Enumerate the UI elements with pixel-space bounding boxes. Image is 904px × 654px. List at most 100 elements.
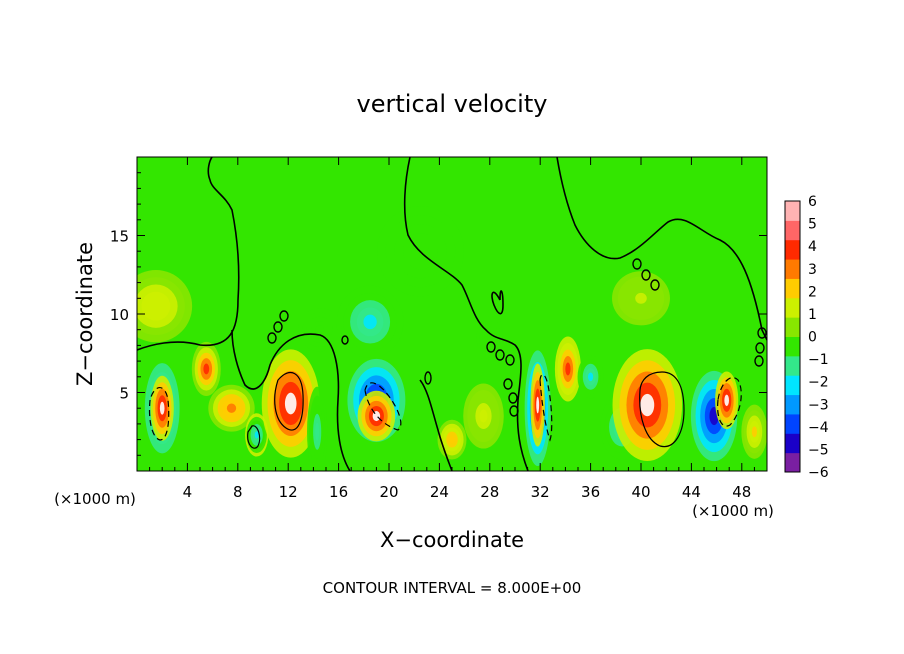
- colorbar-swatch: [785, 239, 800, 260]
- contour-loop: [632, 258, 642, 270]
- zero-contour-lower-center: [419, 379, 453, 471]
- y-tick-label: 5: [119, 385, 129, 403]
- colorbar-tick-label: 5: [808, 217, 817, 233]
- colorbar-tick-label: 0: [808, 330, 817, 346]
- y-axis-label: Z−coordinate: [73, 242, 97, 386]
- colorbar-swatch: [785, 355, 800, 376]
- colorbar-tick-label: 2: [808, 284, 817, 300]
- velocity-cell: [208, 384, 255, 432]
- velocity-cell-layer: [587, 372, 594, 382]
- contour-loop: [650, 279, 660, 291]
- x-unit-label-right: (×1000 m): [692, 502, 774, 520]
- contour-loop: [757, 327, 767, 339]
- contour-loop: [641, 269, 651, 281]
- velocity-cell: [307, 386, 328, 471]
- velocity-cell: [463, 383, 504, 449]
- contour-loop: [505, 354, 515, 366]
- x-tick-label: 4: [183, 483, 193, 501]
- colorbar-swatch: [785, 413, 800, 434]
- x-tick-label: 12: [279, 483, 298, 501]
- velocity-cell: [554, 336, 581, 402]
- colorbar-swatch: [785, 317, 800, 337]
- velocity-cell-layer: [159, 401, 165, 415]
- dashed-inner-contour: [717, 377, 742, 427]
- velocity-cell: [577, 355, 604, 399]
- velocity-cell-layer: [479, 409, 488, 423]
- velocity-cell-layer: [226, 403, 237, 413]
- velocity-cell: [437, 419, 467, 460]
- contour-loop: [486, 341, 496, 353]
- velocity-cell: [261, 349, 320, 458]
- colorbar-swatch: [785, 452, 800, 473]
- velocity-cell-layer: [148, 298, 164, 314]
- velocity-cell: [191, 341, 221, 397]
- chart-title: vertical velocity: [357, 90, 548, 118]
- velocity-cell-layer: [254, 431, 259, 439]
- zero-contour-center: [403, 157, 529, 471]
- colorbar-swatch: [785, 278, 800, 299]
- velocity-cell-layer: [565, 362, 571, 376]
- y-tick-label: 10: [110, 306, 129, 324]
- velocity-cell-layer: [284, 392, 297, 415]
- velocity-cell: [150, 375, 174, 441]
- dashed-inner-contour: [148, 387, 170, 441]
- contour-loop: [495, 349, 505, 361]
- colorbar-tick-label: 1: [808, 307, 817, 323]
- x-tick-label: 8: [233, 483, 243, 501]
- velocity-cell-layer: [751, 426, 758, 438]
- colorbar-swatch: [785, 259, 800, 279]
- zero-contour-right: [556, 157, 767, 341]
- contour-loop: [509, 405, 519, 417]
- contour-loop: [754, 355, 764, 367]
- zero-contour-loop: [491, 290, 504, 315]
- contour-loop: [755, 342, 765, 354]
- velocity-cell-layer: [315, 325, 325, 335]
- contour-loop: [279, 310, 289, 322]
- zero-contour-mid: [231, 329, 351, 471]
- colorbar-swatch: [785, 375, 800, 396]
- contour-loop: [273, 321, 283, 333]
- x-tick-label: 24: [430, 483, 449, 501]
- colorbar-swatch: [785, 394, 800, 415]
- colorbar-swatch: [785, 220, 800, 241]
- contour-loop: [503, 378, 513, 390]
- x-tick-label: 48: [732, 483, 751, 501]
- zero-contour-left: [137, 157, 240, 351]
- x-tick-label: 36: [581, 483, 600, 501]
- colorbar-tick-label: −3: [808, 397, 829, 413]
- y-tick-label: 15: [110, 228, 129, 246]
- contour-interval-note: CONTOUR INTERVAL = 8.000E+00: [323, 579, 582, 597]
- solid-inner-contour: [274, 371, 304, 431]
- contour-loop: [341, 335, 349, 345]
- colorbar-tick-label: −6: [808, 465, 829, 481]
- velocity-cell: [297, 308, 342, 352]
- contour-loop: [424, 371, 432, 385]
- velocity-cell-layer: [203, 363, 210, 375]
- velocity-cell: [137, 270, 193, 343]
- contour-loop: [267, 332, 277, 344]
- velocity-cell-layer: [640, 393, 655, 417]
- velocity-cell-layer: [363, 314, 377, 330]
- velocity-cell-layer: [635, 292, 647, 304]
- x-tick-label: 28: [480, 483, 499, 501]
- colorbar-tick-label: −1: [808, 352, 829, 368]
- x-tick-label: 32: [531, 483, 550, 501]
- colorbar-swatch: [785, 433, 800, 454]
- colorbar-frame: [784, 200, 801, 473]
- dashed-inner-contour: [539, 374, 553, 442]
- colorbar-swatch: [785, 336, 800, 357]
- x-tick-label: 44: [682, 483, 701, 501]
- velocity-cell-layer: [449, 435, 455, 444]
- colorbar-tick-label: 4: [808, 239, 817, 255]
- x-tick-label: 16: [329, 483, 348, 501]
- velocity-cell: [715, 371, 739, 430]
- velocity-cell: [612, 349, 683, 462]
- x-tick-label: 40: [631, 483, 650, 501]
- colorbar-tick-label: 6: [808, 194, 817, 210]
- colorbar-swatch: [785, 297, 800, 318]
- velocity-cell: [741, 404, 767, 459]
- contour-loop: [508, 392, 518, 404]
- colorbar-tick-label: −4: [808, 420, 829, 436]
- velocity-cell-layer: [315, 422, 320, 441]
